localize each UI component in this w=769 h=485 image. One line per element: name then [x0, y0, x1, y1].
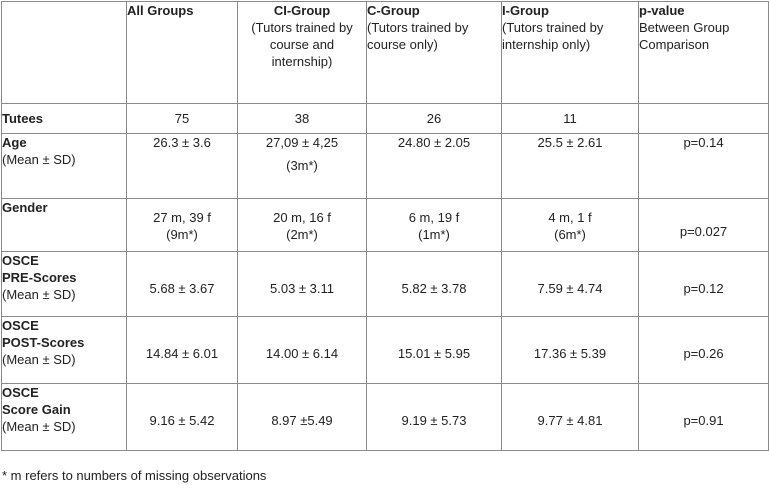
cell-i: 17.36 ± 5.39	[501, 316, 639, 384]
row-label-cell: OSCE POST-Scores (Mean ± SD)	[1, 316, 127, 384]
row-label: OSCE	[2, 318, 39, 333]
cell-all: 5.68 ± 3.67	[126, 251, 238, 317]
table-row-post-scores: OSCE POST-Scores (Mean ± SD) 14.84 ± 6.0…	[1, 316, 769, 384]
cell-i: 9.77 ± 4.81	[501, 383, 639, 451]
row-label: OSCE	[2, 385, 39, 400]
header-p-value: p-value Between Group Comparison	[638, 1, 769, 104]
table-row-tutees: Tutees 75 38 26 11	[1, 103, 769, 134]
row-label: OSCE	[2, 253, 39, 268]
cell-p: p=0.027	[638, 198, 769, 252]
header-i-group: I-Group (Tutors trained by internship on…	[501, 1, 639, 104]
row-label-cell: Age (Mean ± SD)	[1, 133, 127, 199]
header-subtitle: (Tutors trained by internship only)	[502, 20, 604, 52]
cell-p: p=0.26	[638, 316, 769, 384]
cell-missing: (9m*)	[166, 227, 198, 242]
cell-ci: 38	[237, 103, 367, 134]
cell-c: 24.80 ± 2.05	[366, 133, 502, 199]
header-c-group: C-Group (Tutors trained by course only)	[366, 1, 502, 104]
cell-all: 14.84 ± 6.01	[126, 316, 238, 384]
footnote: * m refers to numbers of missing observa…	[2, 468, 267, 483]
cell-all: 75	[126, 103, 238, 134]
row-label: PRE-Scores	[2, 270, 77, 285]
table-row-age: Age (Mean ± SD) 26.3 ± 3.6 27,09 ± 4,25 …	[1, 133, 769, 199]
cell-c: 6 m, 19 f (1m*)	[366, 198, 502, 252]
header-title: All Groups	[127, 3, 194, 18]
cell-i: 25.5 ± 2.61	[501, 133, 639, 199]
cell-ci: 5.03 ± 3.11	[237, 251, 367, 317]
cell-missing: (3m*)	[286, 158, 318, 173]
table-row-pre-scores: OSCE PRE-Scores (Mean ± SD) 5.68 ± 3.67 …	[1, 251, 769, 317]
row-label: POST-Scores	[2, 335, 85, 350]
header-title: CI-Group	[273, 3, 331, 18]
cell-missing: (6m*)	[554, 227, 586, 242]
cell-all: 26.3 ± 3.6	[126, 133, 238, 199]
cell-all: 9.16 ± 5.42	[126, 383, 238, 451]
cell-p: p=0.91	[638, 383, 769, 451]
header-subtitle: (Tutors trained by course and internship…	[251, 20, 353, 69]
cell-i: 4 m, 1 f (6m*)	[501, 198, 639, 252]
header-subtitle: Between Group Comparison	[639, 20, 730, 52]
cell-c: 9.19 ± 5.73	[366, 383, 502, 451]
cell-p: p=0.12	[638, 251, 769, 317]
results-table: All Groups CI-Group (Tutors trained by c…	[1, 1, 769, 451]
row-label-cell: OSCE Score Gain (Mean ± SD)	[1, 383, 127, 451]
table-row-gender: Gender 27 m, 39 f (9m*) 20 m, 16 f (2m*)…	[1, 198, 769, 252]
row-label: Gender	[2, 200, 48, 215]
cell-ci: 14.00 ± 6.14	[237, 316, 367, 384]
cell-value: 27,09 ± 4,25	[265, 135, 339, 150]
cell-c: 26	[366, 103, 502, 134]
row-label-cell: OSCE PRE-Scores (Mean ± SD)	[1, 251, 127, 317]
cell-p: p=0.14	[638, 133, 769, 199]
header-subtitle: (Tutors trained by course only)	[367, 20, 469, 52]
header-title: C-Group	[367, 3, 420, 18]
row-label-cell: Gender	[1, 198, 127, 252]
header-all-groups: All Groups	[126, 1, 238, 104]
header-ci-group: CI-Group (Tutors trained by course and i…	[237, 1, 367, 104]
cell-value: 27 m, 39 f	[153, 210, 211, 225]
row-sublabel: (Mean ± SD)	[2, 419, 76, 434]
header-title: p-value	[639, 3, 685, 18]
row-sublabel: (Mean ± SD)	[2, 352, 76, 367]
row-label: Tutees	[2, 111, 43, 126]
header-row: All Groups CI-Group (Tutors trained by c…	[1, 1, 769, 104]
cell-ci: 8.97 ±5.49	[237, 383, 367, 451]
row-label: Score Gain	[2, 402, 71, 417]
cell-value: 4 m, 1 f	[548, 210, 592, 225]
cell-p	[638, 103, 769, 134]
cell-ci: 20 m, 16 f (2m*)	[237, 198, 367, 252]
cell-missing: (1m*)	[418, 227, 450, 242]
cell-missing: (2m*)	[286, 227, 318, 242]
cell-ci: 27,09 ± 4,25 (3m*)	[237, 133, 367, 199]
row-sublabel: (Mean ± SD)	[2, 152, 76, 167]
cell-value: 20 m, 16 f	[273, 210, 331, 225]
cell-value: 6 m, 19 f	[408, 210, 460, 225]
cell-c: 5.82 ± 3.78	[366, 251, 502, 317]
header-title: I-Group	[502, 3, 549, 18]
row-sublabel: (Mean ± SD)	[2, 287, 76, 302]
row-label-cell: Tutees	[1, 103, 127, 134]
header-corner	[1, 1, 127, 104]
cell-i: 7.59 ± 4.74	[501, 251, 639, 317]
cell-c: 15.01 ± 5.95	[366, 316, 502, 384]
row-label: Age	[2, 135, 27, 150]
table-row-score-gain: OSCE Score Gain (Mean ± SD) 9.16 ± 5.42 …	[1, 383, 769, 451]
cell-i: 11	[501, 103, 639, 134]
cell-all: 27 m, 39 f (9m*)	[126, 198, 238, 252]
